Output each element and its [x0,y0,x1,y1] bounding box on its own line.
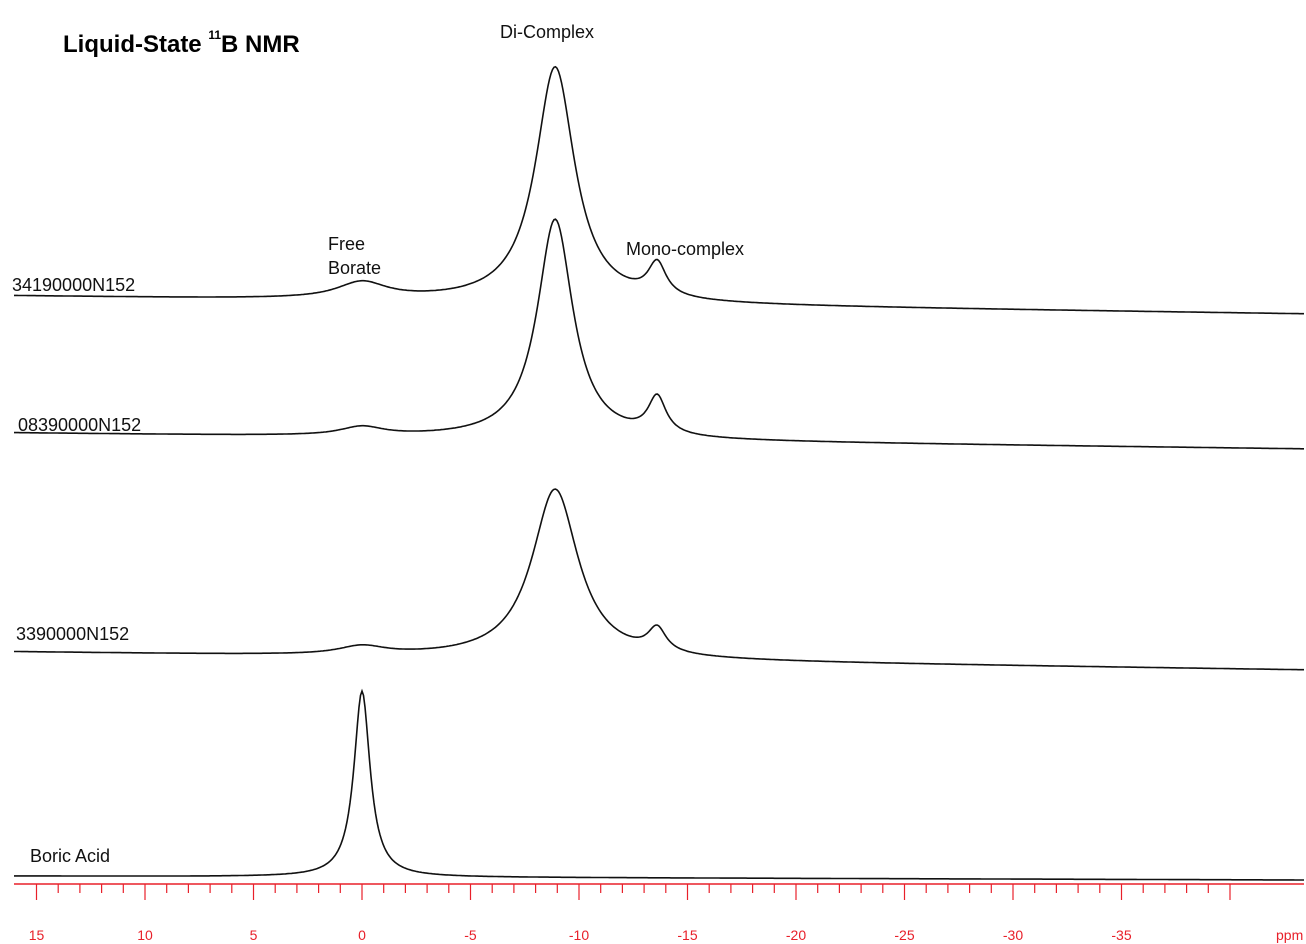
chart-title-suffix: B NMR [221,31,300,58]
trace-label: 3390000N152 [16,624,129,644]
spectrum-trace [14,688,1304,881]
trace-label: 08390000N152 [18,415,141,435]
annotation-di-complex: Di-Complex [500,22,594,42]
trace-labels: 34190000N152 08390000N152 3390000N152 Boric… [12,275,141,866]
spectrum-trace [14,65,1304,315]
annotation-free-borate-line1: Free [328,234,365,254]
x-axis-tick-label: 15 [29,927,45,943]
x-axis: 15 10 5 0 -5 -10 -15 -20 -25 -30 -35 ppm [14,883,1304,943]
x-axis-tick-labels: 15 10 5 0 -5 -10 -15 -20 -25 -30 -35 [29,927,1132,943]
x-axis-unit-label: ppm [1276,927,1303,943]
x-axis-tick-label: -15 [677,927,697,943]
x-axis-tick-label: -10 [569,927,589,943]
chart-title-superscript: 11 [208,28,221,42]
x-axis-tick-label: -35 [1111,927,1131,943]
trace-label: 34190000N152 [12,275,135,295]
x-axis-ticks [35,884,1231,900]
spectrum-trace [14,218,1304,450]
x-axis-tick-label: -30 [1003,927,1023,943]
annotation-mono-complex: Mono-complex [626,239,744,259]
spectrum-traces [14,65,1304,881]
x-axis-tick-label: 10 [137,927,153,943]
x-axis-tick-label: -20 [786,927,806,943]
spectrum-trace [14,488,1304,671]
chart-title: Liquid-State 11B NMR [63,28,300,58]
chart-title-prefix: Liquid-State [63,31,208,58]
x-axis-tick-label: 5 [250,927,258,943]
x-axis-tick-label: -5 [464,927,477,943]
x-axis-tick-label: 0 [358,927,366,943]
x-axis-tick-label: -25 [894,927,914,943]
annotation-free-borate-line2: Borate [328,258,381,278]
trace-label: Boric Acid [30,846,110,866]
